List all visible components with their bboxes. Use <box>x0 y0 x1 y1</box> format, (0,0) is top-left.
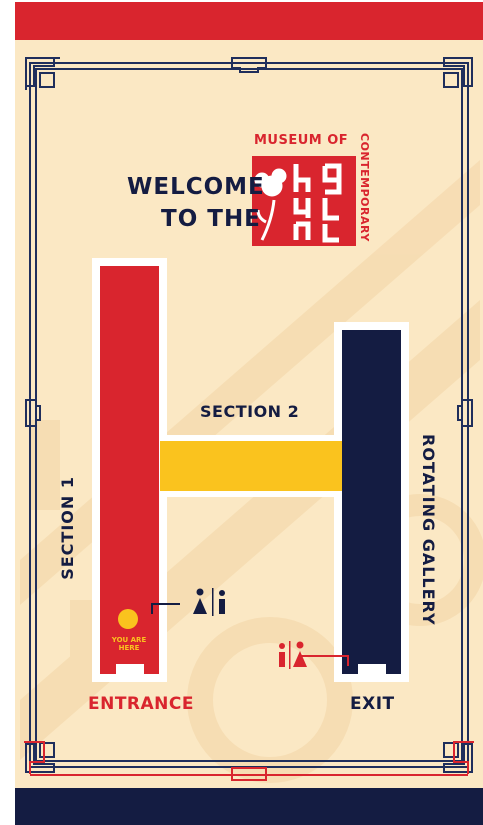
section1-area <box>100 266 159 674</box>
bottom-color-band <box>15 788 483 825</box>
floor-plan <box>15 40 483 788</box>
top-color-band <box>15 2 483 40</box>
logo-side-text: CONTEMPORARY <box>358 133 371 242</box>
exit-label: EXIT <box>350 694 395 714</box>
section2-corridor <box>160 441 342 491</box>
info-icon <box>279 643 285 667</box>
logo-letters <box>293 163 342 243</box>
museum-map-poster: WELCOME TO THE MUSEUM OF CONTEMPORARY SE… <box>15 40 483 788</box>
section1-label: SECTION 1 <box>58 476 77 580</box>
you-are-here-label: YOU ARE HERE <box>111 636 147 653</box>
rotating-gallery-area <box>342 330 401 674</box>
red-frame-ornament <box>24 741 474 781</box>
section1-entrance-notch <box>116 664 144 676</box>
welcome-line2: TO THE <box>161 206 261 232</box>
divider-icon <box>212 588 214 616</box>
entrance-label: ENTRANCE <box>88 694 194 714</box>
poppy-flower-icon <box>254 168 287 241</box>
section2-label: SECTION 2 <box>200 402 300 421</box>
info-leader-line <box>151 603 180 614</box>
logo-top-text: MUSEUM OF <box>254 133 349 148</box>
location-marker-icon <box>118 609 138 629</box>
exit-leader-line <box>300 655 349 666</box>
restroom-icon <box>293 641 307 667</box>
info-icon <box>219 590 225 614</box>
divider-icon <box>289 641 291 669</box>
rotating-gallery-label: ROTATING GALLERY <box>419 434 438 626</box>
exit-notch <box>358 664 386 676</box>
welcome-line1: WELCOME <box>127 174 265 200</box>
restroom-icon <box>193 588 207 614</box>
